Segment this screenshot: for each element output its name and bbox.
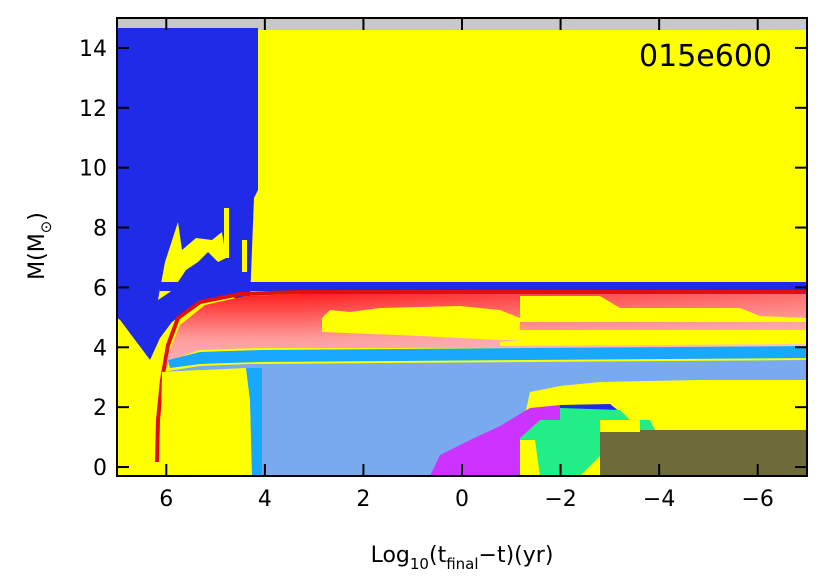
y-tick-label: 0 [93,456,107,481]
convective-surface-band [160,282,807,291]
x-tick-label: 2 [356,487,370,512]
x-tick-label: 0 [455,487,469,512]
olive-yellow-cap [600,420,640,432]
y-tick-label: 6 [93,276,107,301]
shell-yellow-patch [322,306,807,340]
model-label: 015e600 [639,39,772,74]
y-tick-label: 12 [79,97,107,122]
y-tick-label: 4 [93,336,107,361]
green-upper [560,408,630,420]
y-tick-label: 14 [79,37,107,62]
radiative-intrusion [158,222,226,300]
olive-region [600,430,807,476]
axis-ticks: 6 4 2 0 −2 −4 −6 0 2 4 6 8 10 12 14 [79,18,807,512]
plot-area [117,18,807,476]
core-yellow-column [160,368,252,476]
radiative-intrusion-3 [242,240,247,272]
hydrogen-shell-line [155,290,807,463]
x-tick-label: −6 [741,487,773,512]
x-tick-label: 6 [159,487,173,512]
shell-yellow-patch-2 [520,296,807,322]
cyan-band [168,346,807,368]
y-axis-title: M(M⊙) [25,212,55,280]
yellow-gap [520,440,540,476]
early-convective-envelope [117,28,258,360]
x-tick-label: 4 [258,487,272,512]
mid-yellow-band [500,336,807,346]
lower-left-radiative [117,318,157,476]
radiative-intrusion-4 [250,190,258,300]
y-tick-label: 10 [79,157,107,182]
core-cyan-edge [246,368,262,476]
y-tick-label: 2 [93,396,107,421]
radiative-intrusion-2 [224,208,229,258]
x-axis-title: Log10(tfinal−t)(yr) [371,543,554,573]
y-tick-label: 8 [93,217,107,242]
x-tick-label: −2 [544,487,576,512]
x-tick-label: −4 [643,487,675,512]
